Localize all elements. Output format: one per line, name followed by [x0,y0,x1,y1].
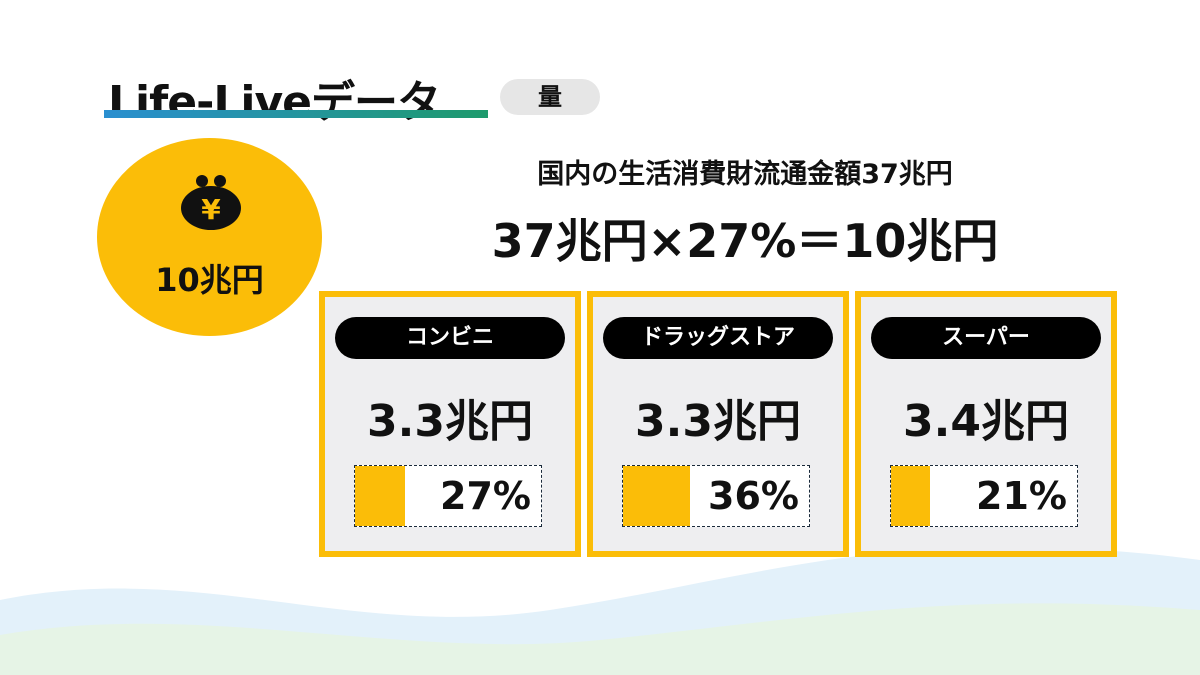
category-tag: 量 [500,79,600,115]
svg-text:¥: ¥ [201,193,221,226]
card-amount: 3.4兆円 [903,396,1069,447]
yen-purse-icon: ¥ [181,175,241,230]
card-amount: 3.3兆円 [635,396,801,447]
subtitle: 国内の生活消費財流通金額37兆円 [537,159,953,190]
card-supermarket: スーパー 3.4兆円 21% [855,291,1117,557]
equation: 37兆円×27%＝10兆円 [491,214,999,268]
card-amount: 3.3兆円 [367,396,533,447]
card-label: ドラッグストア [603,317,833,359]
share-percent: 27% [440,474,531,518]
card-label: コンビニ [335,317,565,359]
share-bar: 36% [622,465,810,527]
share-bar: 21% [890,465,1078,527]
total-value: 10兆円 [155,261,264,299]
share-bar-fill [891,466,931,526]
title-underline [104,110,488,118]
share-bar-fill [355,466,406,526]
share-bar: 27% [354,465,542,527]
share-percent: 36% [708,474,799,518]
share-percent: 21% [976,474,1067,518]
total-circle [97,138,322,336]
share-bar-fill [623,466,690,526]
card-drugstore: ドラッグストア 3.3兆円 36% [587,291,849,557]
card-label: スーパー [871,317,1101,359]
page-title: Life-Liveデータ [108,77,441,128]
card-convenience-store: コンビニ 3.3兆円 27% [319,291,581,557]
